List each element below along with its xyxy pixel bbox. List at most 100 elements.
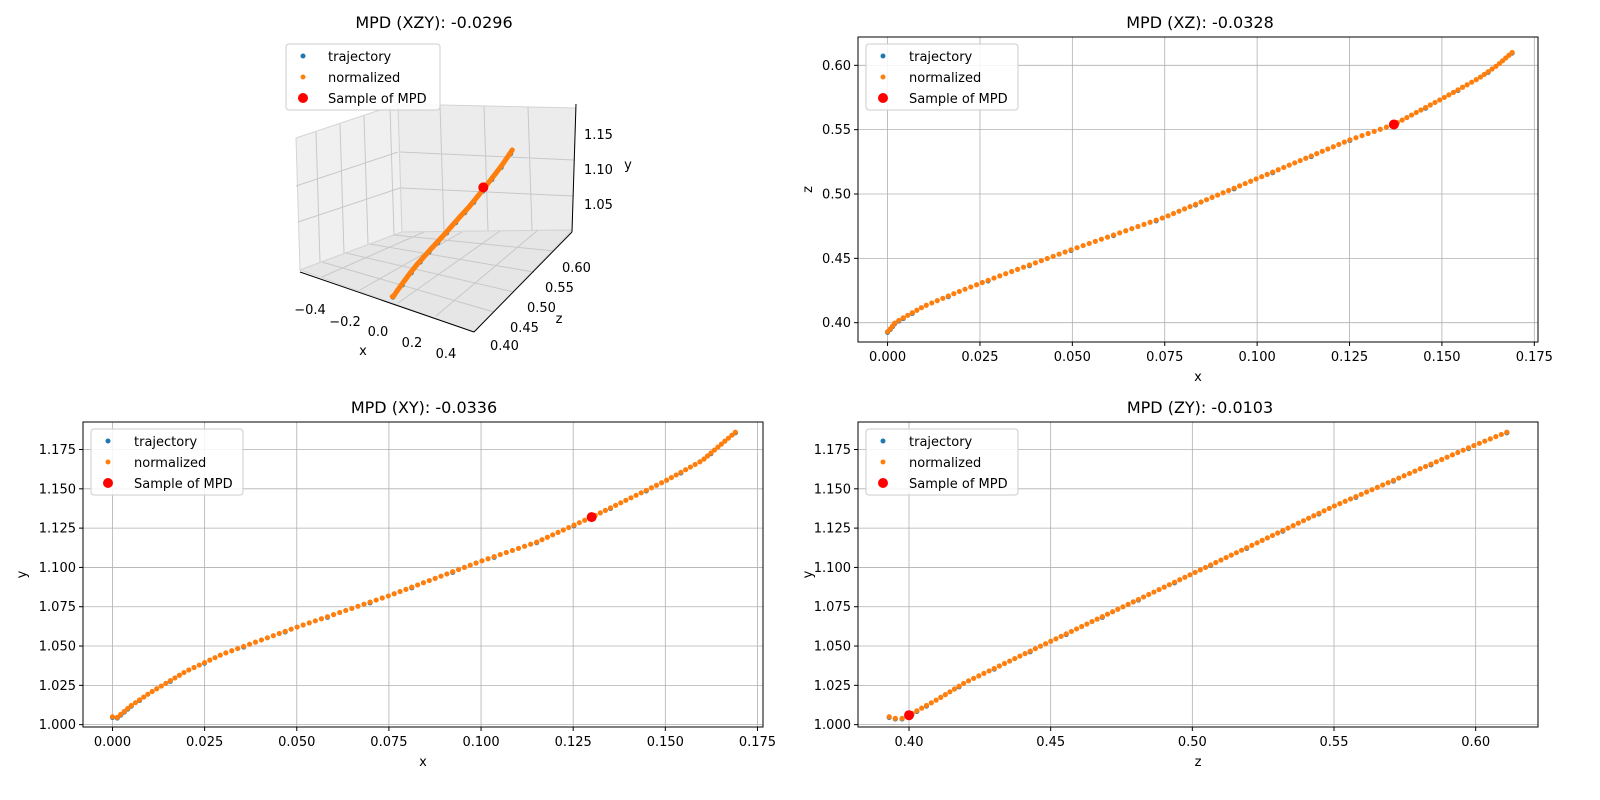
normalized-point [1171,579,1178,585]
normalized-point [397,588,403,595]
normalized-point [521,543,528,549]
normalized-point [996,663,1002,669]
normalized-point [1303,155,1309,161]
normalized-point [1231,185,1237,191]
normalized-point [715,444,721,450]
normalized-point [450,569,456,575]
normalized-point [947,689,953,695]
x-tick-label: 0.175 [1516,350,1553,365]
normalized-point [933,697,939,703]
y-tick-label: 1.025 [39,679,76,694]
normalized-point [945,293,951,299]
normalized-point [1181,206,1188,212]
y-tick-label: 1.050 [814,640,851,655]
normalized-point [149,688,155,695]
normalized-point [1017,653,1023,659]
normalized-point [1413,109,1419,116]
y-tick-label: 0.55 [822,123,851,138]
normalized-point [1300,518,1307,524]
normalized-point [956,683,962,689]
normalized-point [1450,89,1457,95]
normalized-point [473,560,479,566]
x-tick-label: 0.55 [1320,735,1349,750]
normalized-point [550,532,556,538]
normalized-point [1337,501,1343,507]
normalized-point [725,435,731,441]
normalized-point [420,580,427,586]
normalized-point [683,467,689,473]
normalized-point [544,534,550,540]
y-tick-label: 1.075 [39,600,76,615]
normalized-point [1226,187,1232,194]
legend-trajectory-marker [300,53,306,59]
legend-marker [103,478,113,488]
normalized-point [1050,253,1056,259]
z-label-3d: z [556,312,563,327]
normalized-point [1341,139,1347,145]
normalized-point [1151,589,1157,595]
normalized-point [1412,468,1418,474]
normalized-point [659,480,665,486]
normalized-point [1104,611,1111,617]
normalized-point [1187,203,1193,210]
normalized-point [1336,141,1342,148]
x-tick-label: 0.100 [462,735,499,750]
normalized-point [207,657,213,663]
normalized-point [1248,178,1254,184]
normalized-point [938,694,944,700]
x-tick-label: 0.50 [1178,735,1207,750]
legend-marker [880,53,886,59]
z-tick-3d: 0.40 [490,339,519,354]
normalized-point [722,438,728,444]
normalized-point [729,432,735,438]
normalized-series [884,49,1515,335]
y-tick-label: 1.025 [814,679,851,694]
chart-xzy-title: MPD (XZY): -0.0296 [355,13,512,32]
normalized-point [1176,208,1182,214]
normalized-point [1359,132,1365,139]
normalized-point [664,477,670,483]
normalized-point [1319,148,1325,154]
normalized-point [118,711,124,717]
normalized-point [560,527,566,533]
normalized-point [1053,636,1059,642]
normalized-point [264,635,270,641]
normalized-series [109,429,738,720]
normalized-point [1080,242,1086,249]
normalized-point [1073,626,1080,632]
normalized-point [1369,487,1375,493]
legend: trajectory normalized Sample of MPD [865,428,1019,496]
normalized-point [229,648,235,654]
normalized-point [678,469,684,475]
normalized-point [270,633,276,639]
axes-frame [82,421,764,728]
normalized-point [121,708,127,715]
normalized-point [976,673,982,679]
normalized-point [1433,459,1439,465]
normalized-point [1220,190,1226,196]
normalized-point [1135,596,1142,603]
x-tick-3d: −0.4 [294,303,326,318]
normalized-point [1068,247,1074,253]
normalized-point [1233,550,1240,556]
normalized-point [1264,171,1270,177]
normalized-point [1125,601,1131,607]
normalized-point [1308,153,1314,159]
chart-zy: MPD (ZY): -0.0103 0.40 0.45 0.50 0.55 0.60 1.0… [801,398,1539,770]
normalized-point [1290,523,1296,529]
normalized-point [294,624,300,630]
normalized-point [648,485,655,491]
normalized-point [212,655,218,661]
y-tick-label: 1.175 [39,443,76,458]
normalized-point [1056,251,1062,257]
normalized-point [892,320,898,326]
normalized-point [1147,219,1153,225]
sample-of-mpd-3d-point [478,182,489,193]
normalized-point [1202,564,1209,571]
normalized-point [1460,447,1466,453]
normalized-point [1306,515,1312,521]
normalized-point [1464,82,1470,88]
chart-xzy-3d: MPD (XZY): -0.0296 [285,13,632,362]
normalized-point [1001,660,1008,667]
normalized-point [252,639,259,645]
